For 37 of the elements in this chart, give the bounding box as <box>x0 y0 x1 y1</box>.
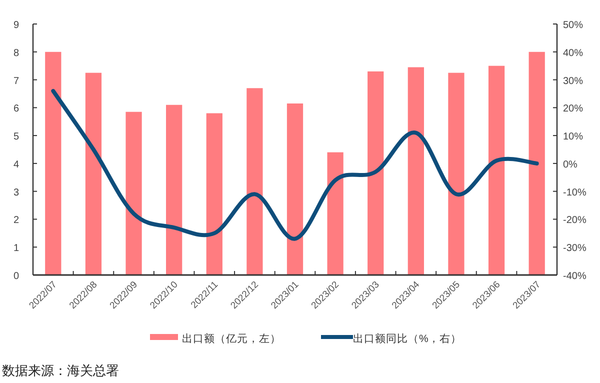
bar <box>126 112 142 275</box>
y-tick-label: 4 <box>13 159 20 170</box>
bar <box>286 103 304 275</box>
y2-tick-label: 10% <box>563 132 584 143</box>
bar <box>488 66 505 275</box>
bar <box>408 67 424 275</box>
y-tick-label: 2 <box>13 215 20 226</box>
bar <box>327 152 344 275</box>
y-tick-label: 6 <box>13 104 20 115</box>
y-tick-label: 3 <box>13 187 20 198</box>
y-tick-label: 5 <box>13 132 20 143</box>
line-series <box>51 88 539 241</box>
y-tick-label: 8 <box>13 48 20 59</box>
y2-tick-label: 30% <box>563 76 584 87</box>
y-tick-label: 7 <box>13 76 20 87</box>
legend-label: 出口额（亿元，左） <box>182 332 281 345</box>
y-tick-label: 9 <box>13 20 20 31</box>
legend-label: 出口额同比（%，右） <box>353 332 462 345</box>
bar <box>45 52 62 275</box>
bar <box>206 113 222 275</box>
y-tick-label: 0 <box>13 271 20 282</box>
y2-tick-label: -20% <box>563 215 586 226</box>
y2-tick-label: 20% <box>563 104 584 115</box>
y2-tick-label: -30% <box>563 243 586 254</box>
y2-tick-label: 40% <box>563 48 584 59</box>
bar <box>448 72 464 275</box>
y2-tick-label: 50% <box>563 20 584 31</box>
y-tick-label: 1 <box>13 243 20 254</box>
y2-tick-label: 0% <box>563 159 578 170</box>
bar <box>166 104 182 275</box>
y2-tick-label: -10% <box>563 187 586 198</box>
source-note: 数据来源：海关总署 <box>2 363 119 378</box>
bar <box>246 88 263 275</box>
bar <box>368 71 384 275</box>
bar <box>85 72 102 275</box>
bar <box>528 52 545 275</box>
y2-tick-label: -40% <box>563 271 586 282</box>
